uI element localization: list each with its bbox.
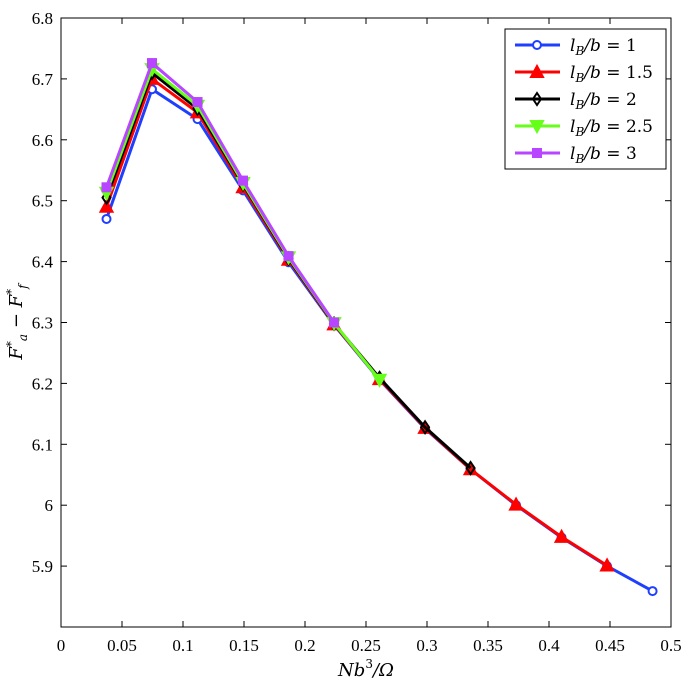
data-point [329,317,340,328]
legend: lB/b = 1 lB/b = 1.5 lB/b = 2 lB/b = 2.5 lB/b… [504,28,667,170]
legend-item: lB/b = 2 [515,90,637,112]
y-tick-label: 6.7 [32,70,54,89]
legend-marker [532,148,542,158]
data-point [647,586,658,597]
legend-item: lB/b = 3 [515,144,637,166]
data-point [147,58,158,69]
y-tick-label: 6.2 [32,374,53,393]
x-axis-label-denom: /Ω [371,660,394,681]
y-tick-label: 6.3 [32,314,53,333]
x-axis-label-exp: 3 [365,657,373,671]
data-point [238,175,249,186]
x-axis-label: Nb3/Ω [337,657,394,681]
x-axis: 0 0.05 0.1 0.15 0.2 0.25 0.3 0.35 0.4 0.45 0.5 [57,18,682,655]
y-tick-label: 6.6 [32,131,53,150]
legend-item: lB/b = 1 [515,36,637,58]
y-axis-label: F*a − F*f [4,282,30,361]
data-point [553,528,570,543]
data-point [98,198,115,213]
data-point [419,419,431,436]
data-point [283,251,294,262]
legend-label: lB/b = 2 [570,90,637,112]
legend-marker [529,63,545,78]
data-point [192,97,203,108]
legend-marker [532,40,542,50]
y-tick-label: 6 [45,496,54,515]
x-axis-label-n: Nb [337,660,365,681]
legend-marker [529,120,545,135]
svg-text:F*a − F*f: F*a − F*f [4,282,30,361]
x-tick-label: 0.1 [172,636,193,655]
y-tick-label: 6.5 [32,192,53,211]
x-tick-label: 0.15 [229,636,259,655]
series-5 [101,58,340,328]
x-tick-label: 0 [57,636,66,655]
x-tick-label: 0.05 [107,636,137,655]
y-tick-label: 6.4 [32,253,54,272]
y-tick-label: 5.9 [32,557,53,576]
x-tick-label: 0.25 [351,636,381,655]
legend-marker [531,91,543,107]
data-point [371,373,388,388]
x-tick-label: 0.45 [595,636,625,655]
y-tick-label: 6.1 [32,435,53,454]
data-point [101,182,112,193]
legend-item: lB/b = 2.5 [515,117,653,139]
data-point [599,557,615,572]
y-tick-label: 6.8 [32,9,53,28]
data-point [101,213,112,224]
x-tick-label: 0.4 [538,636,560,655]
data-point [465,460,476,476]
legend-label: lB/b = 3 [570,144,637,166]
series-layer [98,58,658,597]
y-axis-label-fa: F [6,346,27,361]
series-line [105,61,336,324]
legend-label: lB/b = 1 [570,36,637,58]
legend-label: lB/b = 2.5 [570,117,653,139]
x-tick-label: 0.35 [473,636,503,655]
legend-label: lB/b = 1.5 [570,63,653,85]
legend-item: lB/b = 1.5 [515,63,653,85]
x-tick-label: 0.2 [294,636,315,655]
x-tick-label: 0.5 [660,636,681,655]
x-tick-label: 0.3 [416,636,437,655]
y-axis: 5.9 6 6.1 6.2 6.3 6.4 6.5 6.6 6.7 6.8 [32,9,671,576]
data-point [508,496,524,511]
